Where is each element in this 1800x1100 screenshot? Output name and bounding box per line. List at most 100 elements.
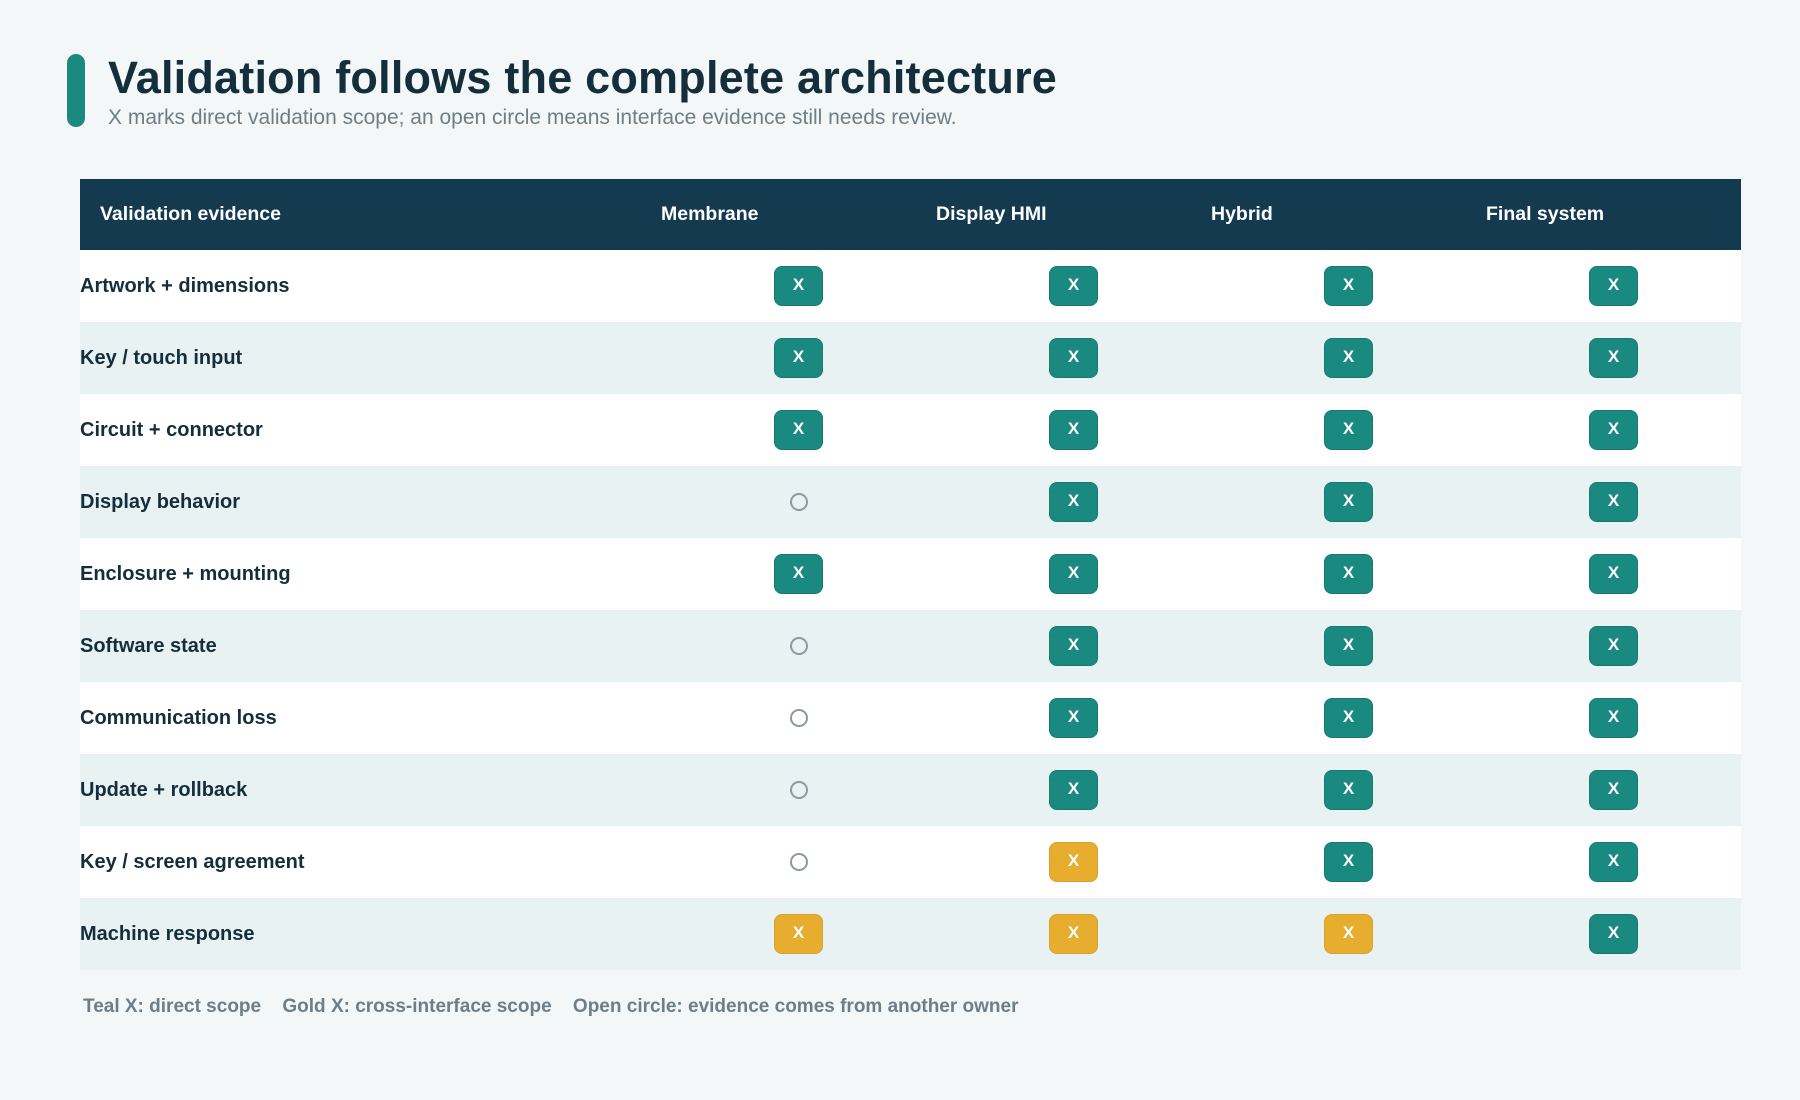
teal-x-badge: X bbox=[1589, 554, 1638, 594]
mark-cell: X bbox=[661, 898, 936, 970]
table-row: Artwork + dimensions X X X X bbox=[80, 250, 1741, 322]
teal-x-badge: X bbox=[1589, 698, 1638, 738]
teal-x-badge: X bbox=[1589, 410, 1638, 450]
mark-cell: X bbox=[1211, 826, 1486, 898]
row-label: Update + rollback bbox=[80, 778, 248, 801]
page-subtitle: X marks direct validation scope; an open… bbox=[108, 106, 957, 129]
column-header-hybrid: Hybrid bbox=[1211, 203, 1273, 225]
mark-cell: X bbox=[936, 538, 1211, 610]
mark-cell bbox=[661, 610, 936, 682]
row-label: Artwork + dimensions bbox=[80, 274, 290, 297]
legend-gold: Gold X: cross-interface scope bbox=[282, 996, 552, 1017]
teal-x-badge: X bbox=[1324, 698, 1373, 738]
legend-circle: Open circle: evidence comes from another… bbox=[572, 996, 1019, 1017]
title-accent-bar bbox=[67, 54, 85, 127]
mark-cell: X bbox=[661, 322, 936, 394]
mark-cell: X bbox=[1486, 466, 1741, 538]
mark-cell: X bbox=[1211, 394, 1486, 466]
gold-x-badge: X bbox=[1049, 842, 1098, 882]
teal-x-badge: X bbox=[1589, 914, 1638, 954]
column-header-membrane: Membrane bbox=[661, 203, 759, 225]
legend-teal: Teal X: direct scope bbox=[83, 996, 262, 1017]
open-circle-icon bbox=[789, 852, 808, 871]
mark-cell: X bbox=[936, 610, 1211, 682]
mark-cell: X bbox=[1486, 610, 1741, 682]
teal-x-badge: X bbox=[1589, 842, 1638, 882]
table-row: Machine response X X X X bbox=[80, 898, 1741, 970]
teal-x-badge: X bbox=[1049, 410, 1098, 450]
row-label: Key / screen agreement bbox=[80, 850, 305, 873]
row-label: Key / touch input bbox=[80, 346, 243, 369]
mark-cell: X bbox=[1486, 538, 1741, 610]
mark-cell: X bbox=[936, 898, 1211, 970]
teal-x-badge: X bbox=[1324, 770, 1373, 810]
teal-x-badge: X bbox=[1324, 410, 1373, 450]
teal-x-badge: X bbox=[1049, 554, 1098, 594]
row-label: Software state bbox=[80, 634, 217, 657]
table-body: Artwork + dimensions X X X X Key / touch inpu… bbox=[80, 250, 1741, 970]
teal-x-badge: X bbox=[1049, 482, 1098, 522]
mark-cell: X bbox=[936, 394, 1211, 466]
mark-cell: X bbox=[1486, 898, 1741, 970]
table-header-row: Validation evidence Membrane Display HMI… bbox=[80, 179, 1741, 250]
mark-cell: X bbox=[1486, 250, 1741, 322]
teal-x-badge: X bbox=[1049, 626, 1098, 666]
table-row: Display behavior X X X bbox=[80, 466, 1741, 538]
mark-cell: X bbox=[1486, 682, 1741, 754]
column-header-final-system: Final system bbox=[1486, 203, 1605, 225]
mark-cell: X bbox=[1211, 610, 1486, 682]
mark-cell: X bbox=[1486, 826, 1741, 898]
mark-cell: X bbox=[661, 250, 936, 322]
page-title: Validation follows the complete architec… bbox=[108, 52, 1058, 103]
teal-x-badge: X bbox=[774, 338, 823, 378]
row-label: Circuit + connector bbox=[80, 418, 263, 441]
teal-x-badge: X bbox=[774, 266, 823, 306]
row-label: Machine response bbox=[80, 922, 255, 945]
mark-cell: X bbox=[1211, 466, 1486, 538]
table-row: Enclosure + mounting X X X X bbox=[80, 538, 1741, 610]
legend: Teal X: direct scope Gold X: cross-inter… bbox=[83, 996, 1035, 1018]
open-circle-icon bbox=[789, 492, 808, 511]
table-row: Update + rollback X X X bbox=[80, 754, 1741, 826]
teal-x-badge: X bbox=[1324, 338, 1373, 378]
mark-cell: X bbox=[1211, 898, 1486, 970]
teal-x-badge: X bbox=[1589, 338, 1638, 378]
column-header-validation-evidence: Validation evidence bbox=[100, 203, 281, 225]
mark-cell: X bbox=[936, 466, 1211, 538]
mark-cell: X bbox=[1486, 322, 1741, 394]
row-label: Display behavior bbox=[80, 490, 241, 513]
mark-cell: X bbox=[1211, 538, 1486, 610]
teal-x-badge: X bbox=[1589, 482, 1638, 522]
mark-cell: X bbox=[1486, 394, 1741, 466]
mark-cell: X bbox=[1211, 682, 1486, 754]
teal-x-badge: X bbox=[1324, 554, 1373, 594]
teal-x-badge: X bbox=[774, 554, 823, 594]
mark-cell: X bbox=[1211, 250, 1486, 322]
teal-x-badge: X bbox=[1324, 266, 1373, 306]
mark-cell bbox=[661, 754, 936, 826]
open-circle-icon bbox=[789, 636, 808, 655]
teal-x-badge: X bbox=[1589, 626, 1638, 666]
mark-cell: X bbox=[936, 826, 1211, 898]
teal-x-badge: X bbox=[1049, 266, 1098, 306]
mark-cell: X bbox=[936, 250, 1211, 322]
mark-cell bbox=[661, 826, 936, 898]
validation-matrix: Validation evidence Membrane Display HMI… bbox=[80, 179, 1741, 970]
table-row: Key / screen agreement X X X bbox=[80, 826, 1741, 898]
column-header-display-hmi: Display HMI bbox=[936, 203, 1047, 225]
row-label: Communication loss bbox=[80, 706, 277, 729]
teal-x-badge: X bbox=[1589, 770, 1638, 810]
table-row: Key / touch input X X X X bbox=[80, 322, 1741, 394]
mark-cell: X bbox=[661, 394, 936, 466]
open-circle-icon bbox=[789, 780, 808, 799]
teal-x-badge: X bbox=[774, 410, 823, 450]
teal-x-badge: X bbox=[1589, 266, 1638, 306]
mark-cell: X bbox=[936, 754, 1211, 826]
table-row: Software state X X X bbox=[80, 610, 1741, 682]
teal-x-badge: X bbox=[1049, 770, 1098, 810]
mark-cell: X bbox=[936, 322, 1211, 394]
gold-x-badge: X bbox=[774, 914, 823, 954]
teal-x-badge: X bbox=[1049, 698, 1098, 738]
teal-x-badge: X bbox=[1324, 482, 1373, 522]
table-row: Communication loss X X X bbox=[80, 682, 1741, 754]
